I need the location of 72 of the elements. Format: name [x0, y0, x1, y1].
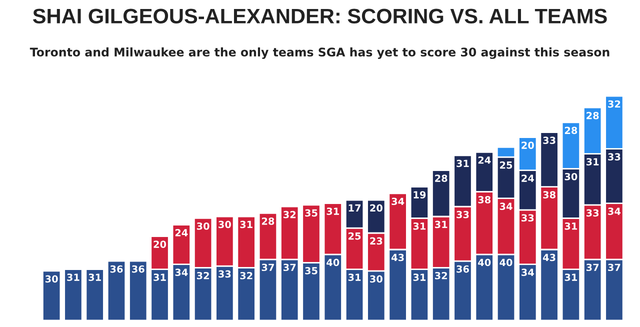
- data-label: 31: [88, 274, 101, 281]
- data-label: 31: [154, 274, 166, 281]
- data-label: 31: [456, 160, 469, 168]
- data-label: 32: [608, 100, 620, 108]
- data-label: 20: [522, 142, 534, 149]
- data-label: 38: [543, 191, 556, 198]
- data-label: 30: [564, 172, 578, 180]
- bar: [42, 270, 62, 320]
- bar: [128, 260, 148, 320]
- data-label: 28: [435, 174, 448, 182]
- data-label: 30: [370, 275, 382, 283]
- data-label: 31: [434, 220, 448, 228]
- data-label: 20: [154, 240, 166, 248]
- data-label: 34: [522, 268, 534, 276]
- data-label: 19: [414, 191, 426, 198]
- data-label: 30: [45, 275, 58, 283]
- data-label: 24: [478, 156, 491, 164]
- data-label: 37: [262, 264, 274, 272]
- data-label: 17: [348, 204, 361, 212]
- bar: [106, 260, 126, 320]
- data-label: 32: [434, 272, 448, 280]
- data-label: 28: [564, 126, 578, 134]
- data-label: 34: [392, 198, 404, 206]
- data-label: 36: [110, 265, 123, 273]
- data-label: 33: [456, 210, 469, 218]
- data-label: 37: [586, 264, 599, 272]
- data-label: 28: [586, 112, 599, 120]
- data-label: 31: [564, 222, 578, 230]
- data-label: 43: [542, 254, 556, 262]
- data-label: 33: [608, 153, 620, 160]
- data-label: 38: [478, 196, 491, 204]
- chart-title: SHAI GILGEOUS-ALEXANDER: SCORING VS. ALL TEAMS: [32, 8, 607, 24]
- data-label: 30: [196, 222, 210, 230]
- data-label: 33: [218, 270, 231, 278]
- data-label: 33: [522, 214, 534, 222]
- data-label: 32: [196, 272, 209, 280]
- data-label: 31: [413, 274, 426, 281]
- data-label: 31: [240, 220, 252, 228]
- data-label: 28: [262, 218, 274, 225]
- data-label: 31: [413, 222, 426, 230]
- data-label: 32: [240, 272, 252, 280]
- data-label: 33: [586, 209, 599, 217]
- data-label: 35: [305, 209, 318, 217]
- data-label: 34: [500, 202, 512, 210]
- data-label: 43: [391, 254, 404, 262]
- data-label: 24: [522, 174, 534, 182]
- data-label: 31: [564, 274, 578, 281]
- data-label: 37: [283, 264, 296, 272]
- chart-subtitle: Toronto and Milwaukee are the only teams SGA has yet to score 30 against this season: [30, 47, 610, 59]
- data-label: 24: [175, 229, 188, 236]
- data-label: 36: [132, 265, 144, 273]
- data-label: 25: [500, 161, 512, 169]
- data-label: 35: [305, 267, 318, 274]
- data-label: 33: [543, 136, 556, 144]
- data-label: 36: [456, 265, 469, 273]
- data-label: 31: [586, 158, 599, 166]
- data-label: 31: [348, 274, 361, 281]
- data-label: 37: [608, 264, 620, 272]
- data-label: 40: [500, 258, 512, 266]
- data-label: 40: [326, 258, 340, 266]
- data-label: 31: [67, 274, 80, 281]
- data-label: 34: [608, 208, 621, 215]
- data-label: 40: [478, 258, 491, 266]
- bar: [64, 268, 83, 320]
- bar: [85, 268, 104, 320]
- data-label: 31: [326, 208, 339, 215]
- data-label: 20: [370, 204, 382, 212]
- data-label: 23: [370, 237, 382, 245]
- data-label: 25: [348, 232, 361, 240]
- data-label: 34: [175, 268, 188, 276]
- data-label: 32: [283, 210, 296, 218]
- data-label: 30: [218, 220, 231, 228]
